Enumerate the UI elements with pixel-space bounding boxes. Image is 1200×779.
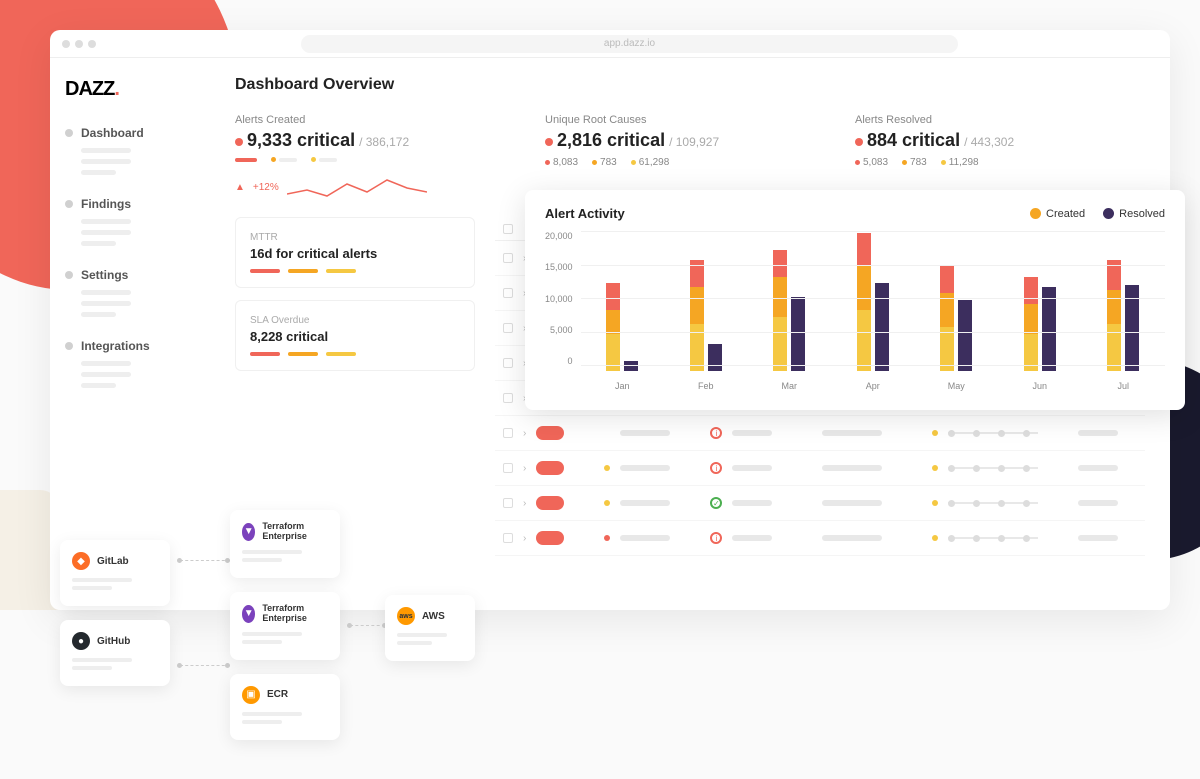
chevron-right-icon[interactable]: › <box>523 463 526 474</box>
terraform-icon: ▼ <box>242 605 255 623</box>
dot-icon <box>855 138 863 146</box>
stat-root-causes: Unique Root Causes 2,816 critical / 109,… <box>545 114 835 202</box>
info-icon: i <box>710 462 722 474</box>
info-icon: i <box>710 532 722 544</box>
severity-pill <box>536 461 564 475</box>
logo: DAZZ. <box>65 78 195 101</box>
severity-pill <box>536 496 564 510</box>
integration-ecr[interactable]: ▣ECR <box>230 674 340 740</box>
trend-indicator: ▲ +12% <box>235 172 525 202</box>
window-dot <box>75 40 83 48</box>
integration-gitlab[interactable]: ◆GitLab <box>60 540 170 606</box>
severity-pill <box>536 426 564 440</box>
aws-icon: aws <box>397 607 415 625</box>
select-all-checkbox[interactable] <box>503 224 513 234</box>
gitlab-icon: ◆ <box>72 552 90 570</box>
sidebar-item-findings[interactable]: Findings <box>65 197 195 246</box>
chevron-right-icon[interactable]: › <box>523 533 526 544</box>
integrations-diagram: ◆GitLab ●GitHub ▼Terraform Enterprise ▼T… <box>60 510 440 750</box>
row-checkbox[interactable] <box>503 428 513 438</box>
legend-swatch <box>1103 208 1114 219</box>
terraform-icon: ▼ <box>242 523 255 541</box>
stat-alerts-created: Alerts Created 9,333 critical / 386,172 … <box>235 114 525 202</box>
integration-terraform[interactable]: ▼Terraform Enterprise <box>230 592 340 660</box>
url-bar[interactable]: app.dazz.io <box>301 35 958 53</box>
row-checkbox[interactable] <box>503 393 513 403</box>
table-row[interactable]: › i <box>495 451 1145 486</box>
dot-icon <box>545 138 553 146</box>
table-row[interactable]: › i <box>495 416 1145 451</box>
row-checkbox[interactable] <box>503 463 513 473</box>
dot-icon <box>235 138 243 146</box>
table-row[interactable]: › i <box>495 521 1145 556</box>
ecr-icon: ▣ <box>242 686 260 704</box>
sla-card: SLA Overdue 8,228 critical <box>235 300 475 371</box>
row-checkbox[interactable] <box>503 288 513 298</box>
row-checkbox[interactable] <box>503 358 513 368</box>
check-icon: ✓ <box>710 497 722 509</box>
integration-terraform[interactable]: ▼Terraform Enterprise <box>230 510 340 578</box>
row-checkbox[interactable] <box>503 498 513 508</box>
integration-github[interactable]: ●GitHub <box>60 620 170 686</box>
chevron-right-icon[interactable]: › <box>523 428 526 439</box>
alert-activity-chart: Alert Activity Created Resolved 20,00015… <box>525 190 1185 410</box>
sidebar-item-integrations[interactable]: Integrations <box>65 339 195 388</box>
page-title: Dashboard Overview <box>235 76 1145 94</box>
browser-chrome: app.dazz.io <box>50 30 1170 58</box>
window-dot <box>88 40 96 48</box>
integration-aws[interactable]: awsAWS <box>385 595 475 661</box>
window-dot <box>62 40 70 48</box>
chevron-right-icon[interactable]: › <box>523 498 526 509</box>
sidebar-item-settings[interactable]: Settings <box>65 268 195 317</box>
mttr-card: MTTR 16d for critical alerts <box>235 217 475 288</box>
stat-resolved: Alerts Resolved 884 critical / 443,302 5… <box>855 114 1145 202</box>
legend-swatch <box>1030 208 1041 219</box>
row-checkbox[interactable] <box>503 323 513 333</box>
severity-pill <box>536 531 564 545</box>
sparkline-chart <box>287 172 427 202</box>
arrow-up-icon: ▲ <box>235 182 245 193</box>
info-icon: i <box>710 427 722 439</box>
row-checkbox[interactable] <box>503 533 513 543</box>
y-axis: 20,00015,00010,0005,0000 <box>545 231 581 366</box>
chart-legend: Created Resolved <box>1030 208 1165 220</box>
github-icon: ● <box>72 632 90 650</box>
row-checkbox[interactable] <box>503 253 513 263</box>
table-row[interactable]: › ✓ <box>495 486 1145 521</box>
sidebar-item-dashboard[interactable]: Dashboard <box>65 126 195 175</box>
